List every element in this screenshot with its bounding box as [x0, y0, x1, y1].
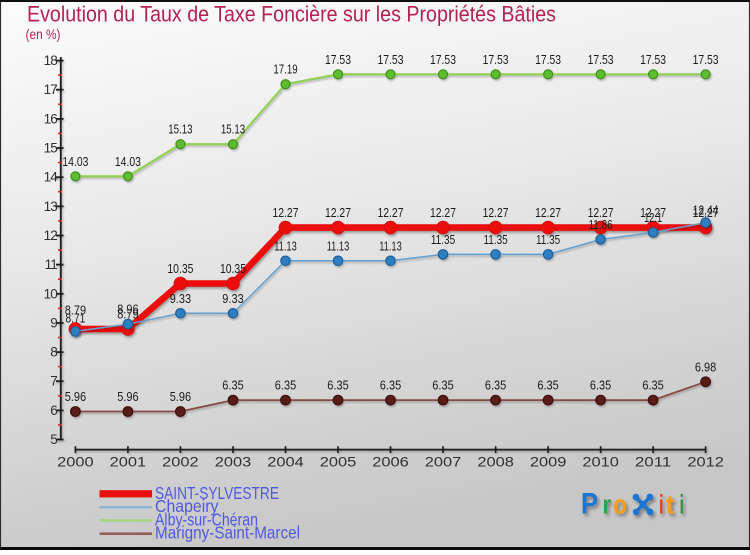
svg-text:16: 16: [44, 111, 58, 126]
svg-text:9.33: 9.33: [222, 291, 243, 306]
svg-text:17.53: 17.53: [430, 52, 456, 67]
svg-text:10.35: 10.35: [167, 261, 193, 276]
svg-text:6.35: 6.35: [485, 378, 506, 393]
svg-text:2012: 2012: [687, 455, 724, 470]
svg-text:6.35: 6.35: [327, 378, 348, 393]
svg-text:2002: 2002: [162, 455, 199, 470]
svg-text:8.96: 8.96: [117, 302, 138, 317]
svg-text:12.27: 12.27: [483, 205, 509, 220]
svg-text:2000: 2000: [57, 455, 94, 470]
svg-text:11.86: 11.86: [588, 217, 612, 232]
svg-text:14.03: 14.03: [115, 154, 141, 169]
svg-text:2010: 2010: [582, 455, 619, 470]
svg-text:5.96: 5.96: [170, 389, 191, 404]
svg-text:6.35: 6.35: [222, 378, 243, 393]
svg-text:6.35: 6.35: [537, 378, 558, 393]
svg-text:11.35: 11.35: [483, 232, 507, 247]
svg-text:P: P: [581, 488, 598, 521]
svg-text:17.53: 17.53: [693, 52, 719, 67]
svg-text:i: i: [680, 490, 685, 520]
svg-text:10.35: 10.35: [220, 261, 246, 276]
svg-text:11.35: 11.35: [536, 232, 560, 247]
svg-text:5.96: 5.96: [117, 389, 138, 404]
svg-text:2005: 2005: [320, 455, 357, 470]
svg-text:r: r: [603, 490, 612, 520]
svg-text:(en %): (en %): [26, 27, 61, 42]
svg-text:8.79: 8.79: [117, 307, 138, 322]
svg-text:14.03: 14.03: [62, 154, 88, 169]
svg-text:6.35: 6.35: [380, 378, 401, 393]
svg-text:12.1: 12.1: [644, 210, 662, 225]
svg-text:12.27: 12.27: [378, 205, 404, 220]
svg-text:12: 12: [44, 228, 58, 243]
svg-text:17.53: 17.53: [535, 52, 561, 67]
svg-text:11.13: 11.13: [327, 238, 350, 253]
svg-text:i: i: [659, 490, 664, 520]
svg-text:17.53: 17.53: [588, 52, 614, 67]
svg-text:2011: 2011: [635, 455, 672, 470]
svg-text:17.53: 17.53: [325, 52, 351, 67]
svg-text:12.27: 12.27: [693, 205, 719, 220]
svg-text:12.27: 12.27: [273, 205, 299, 220]
svg-text:2003: 2003: [215, 455, 252, 470]
svg-text:SAINT-SYLVESTRE: SAINT-SYLVESTRE: [155, 483, 279, 503]
svg-text:8.71: 8.71: [66, 311, 86, 326]
svg-text:6.35: 6.35: [432, 378, 453, 393]
svg-text:5.96: 5.96: [65, 389, 86, 404]
svg-text:6.35: 6.35: [642, 378, 663, 393]
svg-text:2006: 2006: [372, 455, 409, 470]
svg-text:12.27: 12.27: [640, 205, 666, 220]
svg-text:Marigny-Saint-Marcel: Marigny-Saint-Marcel: [155, 523, 300, 543]
svg-text:11.13: 11.13: [379, 238, 402, 253]
svg-text:11.13: 11.13: [274, 238, 297, 253]
svg-text:15.13: 15.13: [168, 122, 192, 137]
svg-text:2008: 2008: [477, 455, 514, 470]
svg-text:Alby-sur-Chéran: Alby-sur-Chéran: [155, 509, 258, 529]
svg-text:13: 13: [44, 199, 58, 214]
svg-text:2004: 2004: [267, 455, 304, 470]
svg-text:12.27: 12.27: [430, 205, 456, 220]
svg-text:17.53: 17.53: [483, 52, 509, 67]
svg-text:12.27: 12.27: [588, 205, 614, 220]
svg-text:Chapeiry: Chapeiry: [155, 496, 219, 516]
svg-text:t: t: [666, 490, 675, 520]
svg-text:17.53: 17.53: [640, 52, 666, 67]
svg-text:12.44: 12.44: [693, 203, 719, 218]
svg-text:15: 15: [44, 141, 58, 156]
svg-text:o: o: [613, 490, 627, 520]
svg-text:18: 18: [44, 53, 58, 68]
svg-text:8.79: 8.79: [65, 303, 86, 318]
svg-text:6.98: 6.98: [695, 359, 716, 374]
svg-text:6.35: 6.35: [590, 378, 611, 393]
svg-text:9.33: 9.33: [170, 291, 191, 306]
svg-text:2007: 2007: [425, 455, 462, 470]
svg-text:8: 8: [50, 345, 57, 360]
svg-text:12.27: 12.27: [325, 205, 351, 220]
svg-text:11: 11: [45, 257, 58, 272]
svg-text:6.35: 6.35: [275, 378, 296, 393]
svg-text:9: 9: [50, 315, 57, 330]
svg-text:2009: 2009: [530, 455, 567, 470]
svg-text:7: 7: [50, 374, 57, 389]
svg-text:5: 5: [50, 432, 57, 447]
svg-text:Evolution du Taux de Taxe Fonc: Evolution du Taux de Taxe Foncière sur l…: [27, 2, 556, 27]
svg-text:2001: 2001: [110, 455, 147, 470]
svg-text:17.19: 17.19: [273, 62, 297, 77]
svg-text:17: 17: [44, 82, 58, 97]
svg-text:14: 14: [44, 170, 59, 185]
svg-text:12.27: 12.27: [535, 205, 561, 220]
svg-text:10: 10: [44, 286, 58, 301]
svg-text:6: 6: [50, 403, 57, 418]
svg-text:17.53: 17.53: [378, 52, 404, 67]
svg-text:11.35: 11.35: [431, 232, 455, 247]
svg-text:15.13: 15.13: [221, 122, 245, 137]
